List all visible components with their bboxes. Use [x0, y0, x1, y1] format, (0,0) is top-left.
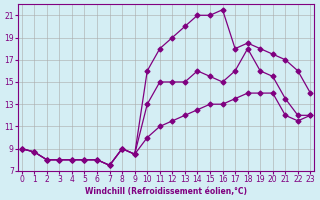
- X-axis label: Windchill (Refroidissement éolien,°C): Windchill (Refroidissement éolien,°C): [85, 187, 247, 196]
